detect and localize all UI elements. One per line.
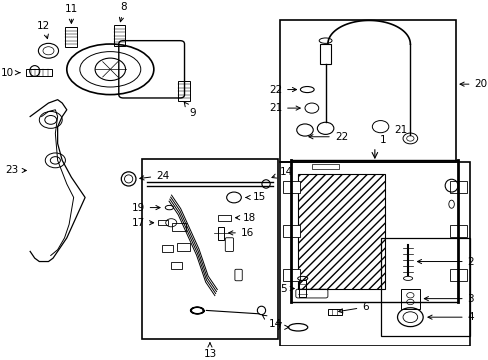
Bar (218, 227, 224, 240)
Bar (449, 269, 466, 281)
Text: 17: 17 (131, 218, 153, 228)
Text: 20: 20 (459, 79, 487, 89)
Bar (320, 44, 330, 64)
Bar (171, 261, 182, 269)
Bar (26, 69, 52, 76)
Text: 10: 10 (1, 68, 20, 78)
Text: 14: 14 (262, 315, 281, 329)
Text: 6: 6 (338, 302, 368, 313)
Bar (283, 269, 299, 281)
Bar (113, 26, 125, 46)
Text: 13: 13 (203, 343, 216, 359)
Text: 23: 23 (5, 166, 26, 175)
Bar (311, 164, 339, 169)
Bar (449, 225, 466, 237)
Bar (400, 288, 419, 309)
Text: 4: 4 (427, 312, 473, 322)
Text: 11: 11 (64, 4, 78, 23)
Bar (65, 27, 77, 48)
Bar (158, 220, 168, 225)
Bar (279, 162, 469, 346)
Bar (380, 238, 469, 336)
Bar (449, 181, 466, 193)
Text: 9: 9 (184, 102, 196, 118)
Bar (162, 245, 173, 252)
Bar (218, 215, 231, 221)
Text: 5: 5 (280, 284, 294, 293)
Text: 3: 3 (424, 294, 473, 303)
Bar (327, 309, 341, 315)
Bar (172, 223, 185, 231)
Bar (298, 174, 385, 288)
Bar (283, 225, 299, 237)
Text: 1: 1 (379, 135, 385, 145)
Text: 22: 22 (268, 85, 296, 95)
Text: 22: 22 (308, 132, 347, 142)
Bar (176, 243, 190, 251)
Text: 2: 2 (417, 257, 473, 266)
Text: 18: 18 (235, 213, 256, 223)
Text: 21: 21 (394, 125, 407, 135)
Text: 8: 8 (119, 2, 127, 22)
Text: 12: 12 (37, 21, 50, 39)
Text: 21: 21 (268, 103, 300, 113)
Text: 15: 15 (245, 193, 265, 202)
Text: 14: 14 (271, 167, 292, 178)
Bar (283, 181, 299, 193)
Text: 7: 7 (275, 322, 288, 332)
Text: 16: 16 (228, 228, 254, 238)
Bar (142, 159, 277, 339)
Bar (177, 81, 189, 102)
Text: 24: 24 (140, 171, 169, 181)
Text: 19: 19 (131, 203, 160, 212)
Bar (279, 21, 455, 162)
Bar (299, 280, 306, 297)
